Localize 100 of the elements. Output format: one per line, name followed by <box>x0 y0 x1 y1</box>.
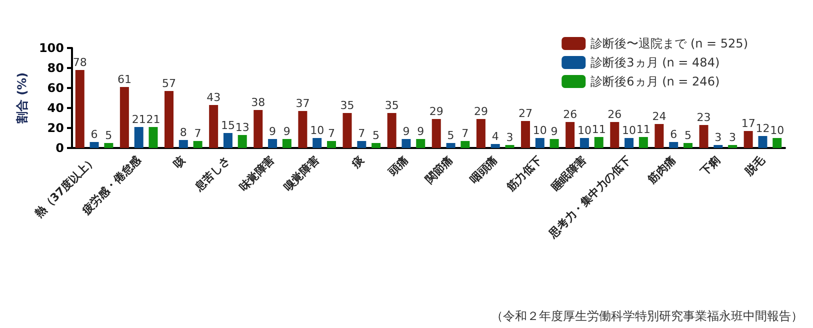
bar <box>638 137 648 148</box>
data-label: 17 <box>741 117 756 130</box>
data-label: 24 <box>652 110 666 123</box>
data-label: 43 <box>206 91 221 104</box>
bar <box>372 143 381 148</box>
bar <box>387 113 396 148</box>
bar <box>758 136 768 148</box>
y-tick-label: 100 <box>38 41 64 55</box>
x-tick-label: 咽頭痛 <box>467 153 500 186</box>
bar <box>744 131 753 148</box>
bar <box>298 111 308 148</box>
y-tick-label: 60 <box>47 81 64 95</box>
data-label: 21 <box>132 113 146 126</box>
x-tick-label: 関節痛 <box>422 153 456 186</box>
x-tick-label: 息苦しさ <box>192 153 233 194</box>
data-label: 6 <box>90 128 98 141</box>
data-label: 5 <box>372 129 380 142</box>
bar <box>699 125 708 148</box>
bar <box>75 70 84 148</box>
bar <box>521 121 530 148</box>
bar <box>282 139 292 148</box>
data-label: 7 <box>328 127 335 140</box>
data-label: 61 <box>117 73 132 86</box>
bar <box>624 138 634 148</box>
bar <box>476 119 486 148</box>
y-axis-title: 割合 (%) <box>15 72 30 125</box>
x-tick-label: 痰 <box>348 152 367 172</box>
data-label: 11 <box>592 123 606 136</box>
data-label: 9 <box>417 125 424 138</box>
x-tick-label: 頭痛 <box>385 153 411 179</box>
bar <box>238 135 247 148</box>
bar <box>357 141 366 148</box>
data-label: 29 <box>429 105 444 118</box>
bar <box>254 110 263 148</box>
bar <box>683 143 692 148</box>
y-tick-label: 40 <box>47 101 64 115</box>
data-label: 4 <box>492 130 499 143</box>
bar <box>566 122 575 148</box>
bar <box>178 140 188 148</box>
data-label: 5 <box>105 129 112 142</box>
legend-label: 診断後6ヵ月 (n = 246) <box>590 74 720 88</box>
data-label: 9 <box>550 125 558 138</box>
bar <box>772 138 782 148</box>
data-label: 9 <box>402 125 410 138</box>
bar <box>120 87 129 148</box>
bar <box>610 122 620 148</box>
x-tick-label: 筋力低下 <box>503 153 545 194</box>
data-label: 10 <box>622 124 636 137</box>
data-label: 12 <box>756 122 770 135</box>
bar <box>193 141 202 148</box>
bar <box>728 145 738 148</box>
data-label: 8 <box>180 126 187 139</box>
data-label: 21 <box>146 113 160 126</box>
data-label: 6 <box>670 128 678 141</box>
bar <box>402 139 411 148</box>
bar <box>312 138 322 148</box>
data-label: 7 <box>358 127 366 140</box>
x-tick-label: 嗅覚障害 <box>281 153 322 194</box>
bar <box>148 127 158 148</box>
data-label: 57 <box>162 77 176 90</box>
bar <box>223 133 232 148</box>
data-label: 10 <box>310 124 324 137</box>
x-tick-label: 味覚障害 <box>236 153 278 194</box>
data-label: 5 <box>447 129 454 142</box>
bar <box>104 143 114 148</box>
bar <box>594 137 604 148</box>
data-label: 29 <box>474 105 488 118</box>
data-label: 23 <box>696 111 711 124</box>
text: （令和２年度厚生労働科学特別研究事業福永班中間報告） <box>491 309 803 323</box>
bar <box>460 141 470 148</box>
bar <box>416 139 426 148</box>
bar <box>268 139 278 148</box>
data-label: 10 <box>577 124 592 137</box>
data-label: 3 <box>729 131 736 144</box>
data-label: 35 <box>384 99 399 112</box>
x-tick-label: 脱毛 <box>742 152 768 179</box>
bar <box>714 145 723 148</box>
bar <box>432 119 441 148</box>
data-label: 5 <box>684 129 692 142</box>
data-label: 27 <box>518 107 533 120</box>
bar <box>209 105 218 148</box>
data-label: 26 <box>608 108 622 121</box>
data-label: 9 <box>283 125 290 138</box>
bar <box>550 139 559 148</box>
data-label: 3 <box>506 131 514 144</box>
data-label: 15 <box>220 119 235 132</box>
y-tick-label: 20 <box>47 121 64 135</box>
legend-label: 診断後〜退院まで (n = 525) <box>590 36 748 50</box>
data-label: 11 <box>636 123 650 136</box>
legend-label: 診断後3ヵ月 (n = 484) <box>590 56 720 70</box>
y-tick-label: 80 <box>47 61 64 75</box>
data-label: 7 <box>194 127 202 140</box>
data-label: 13 <box>235 121 250 134</box>
bar <box>342 113 352 148</box>
x-tick-label: 筋肉痛 <box>644 153 678 187</box>
data-label: 35 <box>340 99 354 112</box>
bar <box>535 138 544 148</box>
bar <box>90 142 99 148</box>
x-tick-label: 下痢 <box>697 153 723 179</box>
bar <box>654 124 664 148</box>
